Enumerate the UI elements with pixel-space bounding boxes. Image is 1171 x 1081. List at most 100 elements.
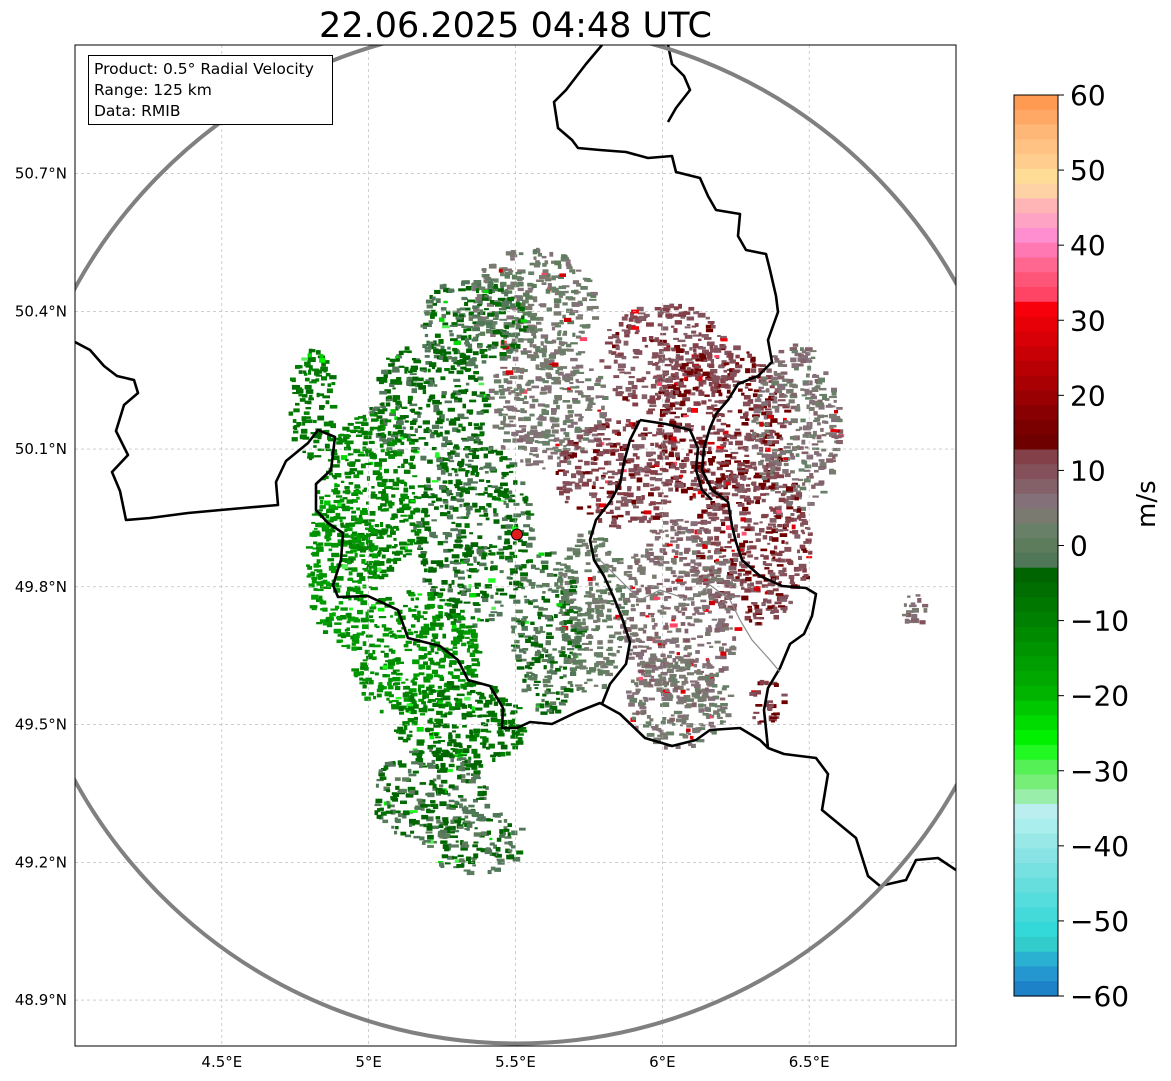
velocity-pixel (697, 466, 704, 471)
velocity-pixel (586, 635, 594, 639)
velocity-pixel (597, 420, 602, 424)
velocity-pixel (543, 665, 547, 670)
velocity-pixel (449, 333, 454, 337)
velocity-pixel (634, 560, 639, 565)
velocity-pixel (775, 529, 784, 532)
velocity-pixel (577, 300, 583, 304)
velocity-pixel (386, 357, 390, 360)
velocity-pixel (428, 362, 437, 368)
velocity-pixel (691, 330, 697, 334)
velocity-pixel (630, 474, 636, 479)
velocity-pixel (790, 579, 794, 583)
velocity-pixel (831, 390, 837, 396)
velocity-pixel (602, 449, 610, 454)
velocity-pixel (617, 492, 625, 496)
velocity-pixel (611, 334, 620, 339)
velocity-pixel (626, 690, 632, 694)
velocity-pixel (364, 462, 372, 466)
velocity-pixel (571, 626, 577, 629)
velocity-pixel (501, 302, 509, 308)
velocity-pixel (794, 534, 801, 539)
velocity-pixel (475, 297, 483, 302)
velocity-pixel (621, 329, 627, 332)
velocity-pixel (657, 424, 664, 428)
velocity-pixel (542, 693, 547, 697)
velocity-pixel (683, 457, 689, 462)
velocity-pixel (813, 419, 818, 423)
velocity-pixel (530, 600, 536, 603)
velocity-pixel (554, 290, 561, 296)
velocity-pixel (746, 351, 750, 354)
velocity-pixel (729, 368, 735, 374)
velocity-pixel (664, 364, 672, 367)
velocity-pixel (563, 620, 567, 626)
velocity-pixel (417, 413, 421, 418)
velocity-pixel (548, 362, 553, 367)
velocity-pixel (673, 586, 678, 591)
velocity-pixel (487, 312, 495, 317)
velocity-pixel (563, 659, 572, 664)
velocity-pixel (824, 420, 829, 424)
velocity-pixel (623, 492, 629, 497)
velocity-pixel (603, 438, 611, 441)
velocity-pixel (799, 486, 807, 491)
velocity-pixel (545, 640, 551, 646)
velocity-pixel (810, 395, 817, 400)
velocity-pixel (479, 309, 484, 315)
velocity-pixel (731, 493, 739, 497)
velocity-pixel (650, 615, 654, 618)
velocity-pixel (335, 495, 343, 498)
velocity-pixel (456, 397, 463, 403)
velocity-pixel (712, 600, 718, 603)
velocity-pixel (473, 439, 481, 444)
velocity-pixel (452, 598, 461, 603)
velocity-pixel (697, 612, 705, 615)
velocity-pixel (533, 680, 541, 683)
velocity-pixel (643, 313, 650, 317)
velocity-pixel (535, 453, 539, 458)
velocity-pixel (435, 592, 444, 597)
velocity-pixel (537, 615, 541, 620)
velocity-pixel (388, 478, 395, 483)
velocity-pixel (465, 286, 472, 291)
velocity-pixel (772, 704, 777, 709)
velocity-pixel (697, 698, 704, 702)
velocity-pixel (476, 283, 482, 288)
velocity-pixel (798, 518, 807, 521)
velocity-pixel (670, 476, 676, 480)
velocity-pixel (739, 485, 745, 489)
velocity-pixel (456, 334, 462, 339)
velocity-pixel (525, 510, 531, 516)
velocity-pixel (653, 562, 662, 566)
velocity-pixel (697, 643, 705, 647)
velocity-pixel (562, 470, 569, 474)
velocity-pixel (805, 352, 809, 356)
velocity-pixel (661, 384, 669, 389)
velocity-pixel (735, 364, 743, 369)
velocity-pixel (541, 430, 548, 434)
velocity-pixel (778, 448, 783, 451)
velocity-pixel (473, 371, 479, 375)
velocity-pixel (706, 341, 715, 346)
velocity-pixel (630, 639, 636, 643)
velocity-pixel (407, 538, 416, 543)
velocity-pixel (701, 592, 707, 596)
velocity-pixel (516, 383, 522, 388)
velocity-pixel (317, 542, 324, 546)
velocity-pixel (626, 652, 633, 656)
velocity-pixel (732, 636, 737, 641)
velocity-pixel (710, 573, 715, 577)
velocity-pixel (389, 383, 395, 387)
velocity-pixel (606, 600, 611, 605)
velocity-pixel (782, 567, 787, 573)
velocity-pixel (803, 357, 812, 363)
velocity-pixel (654, 536, 660, 541)
velocity-pixel (644, 344, 649, 348)
velocity-pixel (734, 578, 741, 582)
velocity-pixel (346, 429, 355, 432)
velocity-pixel (511, 626, 515, 631)
velocity-pixel (640, 649, 647, 653)
velocity-pixel (764, 408, 772, 411)
velocity-pixel (435, 369, 442, 373)
velocity-pixel (578, 330, 582, 333)
